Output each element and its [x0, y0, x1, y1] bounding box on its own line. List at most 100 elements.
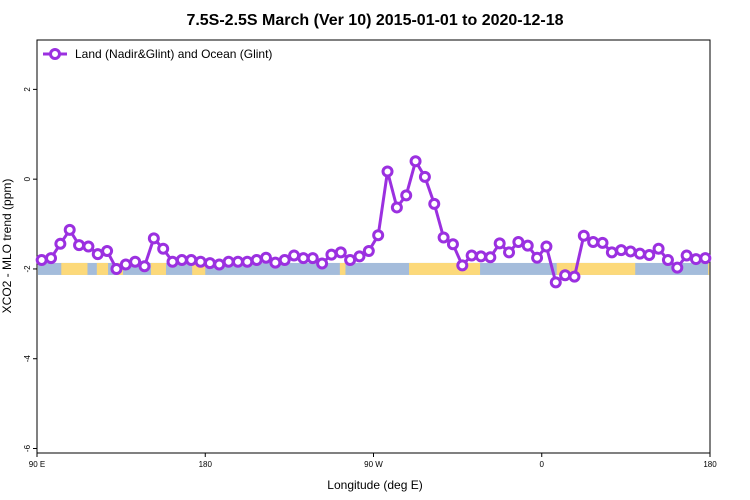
data-point: [680, 249, 693, 262]
data-point: [73, 239, 86, 252]
x-axis-label: Longitude (deg E): [327, 478, 422, 492]
data-point: [110, 262, 123, 275]
data-point: [531, 251, 544, 264]
land-strip-segment: [708, 262, 710, 275]
y-axis: 2 0 -2 -4 -6: [23, 87, 37, 452]
land-strip-segment: [151, 262, 166, 275]
y-tick-label: -6: [23, 444, 32, 452]
y-tick-label: -4: [23, 355, 32, 363]
data-point: [503, 246, 516, 259]
data-series: [35, 155, 712, 289]
data-point: [222, 255, 235, 268]
y-axis-label: XCO2 - MLO trend (ppm): [0, 179, 14, 314]
land-strip-segment: [409, 262, 481, 275]
data-point: [54, 237, 67, 250]
legend-marker: [49, 48, 61, 60]
data-point: [400, 189, 413, 202]
data-point: [185, 253, 198, 266]
legend-label: Land (Nadir&Glint) and Ocean (Glint): [75, 47, 272, 61]
data-point: [661, 253, 674, 266]
data-point: [35, 253, 48, 266]
data-point: [45, 252, 58, 265]
data-point: [699, 252, 712, 265]
y-tick-label: 2: [23, 87, 32, 92]
plot-frame: [36, 39, 711, 454]
data-point: [194, 255, 207, 268]
data-point: [689, 253, 702, 266]
y-tick-label: 0: [23, 176, 32, 181]
data-point: [633, 247, 646, 260]
data-point: [241, 255, 254, 268]
data-point: [278, 253, 291, 266]
legend: Land (Nadir&Glint) and Ocean (Glint): [43, 47, 272, 61]
data-point: [288, 249, 301, 262]
data-point: [521, 239, 534, 252]
data-point: [316, 257, 329, 270]
data-point: [437, 231, 450, 244]
data-point: [390, 201, 403, 214]
x-tick-label: 0: [540, 460, 545, 469]
data-point: [362, 244, 375, 257]
data-point: [577, 229, 590, 242]
data-point: [91, 248, 104, 261]
x-tick-label: 90 E: [29, 460, 45, 469]
data-point: [512, 236, 525, 249]
x-axis: 90 E 180 90 W 0 180: [29, 453, 717, 469]
data-point: [474, 250, 487, 263]
land-strip-segment: [61, 262, 88, 275]
data-point: [119, 258, 132, 271]
data-point: [624, 245, 637, 258]
data-point: [334, 246, 347, 259]
land-strip-segment: [96, 262, 109, 275]
data-point: [147, 232, 160, 245]
data-point: [540, 240, 553, 253]
data-point: [325, 248, 338, 261]
chart-title: 7.5S-2.5S March (Ver 10) 2015-01-01 to 2…: [186, 12, 563, 29]
data-point: [260, 251, 273, 264]
data-point: [372, 229, 385, 242]
data-point: [671, 261, 684, 274]
data-point: [63, 223, 76, 236]
data-point: [297, 252, 310, 265]
data-point: [157, 242, 170, 255]
data-point: [101, 244, 114, 257]
data-point: [344, 253, 357, 266]
data-point: [418, 170, 431, 183]
data-point: [596, 236, 609, 249]
data-point: [250, 253, 263, 266]
data-point: [138, 260, 151, 273]
data-point: [409, 155, 422, 168]
data-point: [175, 253, 188, 266]
data-point: [643, 249, 656, 262]
data-point: [456, 259, 469, 272]
land-strip-segment: [571, 262, 636, 275]
land-strip-segment: [339, 262, 346, 275]
data-point: [203, 257, 216, 270]
data-point: [269, 256, 282, 269]
data-point: [446, 238, 459, 251]
data-point: [381, 165, 394, 178]
data-point: [615, 244, 628, 257]
x-tick-label: 180: [703, 460, 717, 469]
data-point: [484, 251, 497, 264]
data-point: [166, 255, 179, 268]
y-tick-label: -2: [23, 265, 32, 273]
data-point: [353, 250, 366, 263]
data-point: [549, 276, 562, 289]
data-point: [213, 258, 226, 271]
x-tick-label: 90 W: [364, 460, 383, 469]
data-point: [231, 255, 244, 268]
data-point: [465, 249, 478, 262]
data-point: [568, 270, 581, 283]
data-point: [428, 197, 441, 210]
x-tick-label: 180: [199, 460, 213, 469]
data-point: [587, 236, 600, 249]
data-point: [306, 252, 319, 265]
data-point: [82, 240, 95, 253]
data-point: [493, 237, 506, 250]
data-point: [129, 255, 142, 268]
data-point: [605, 246, 618, 259]
data-point: [559, 269, 572, 282]
data-point: [652, 242, 665, 255]
